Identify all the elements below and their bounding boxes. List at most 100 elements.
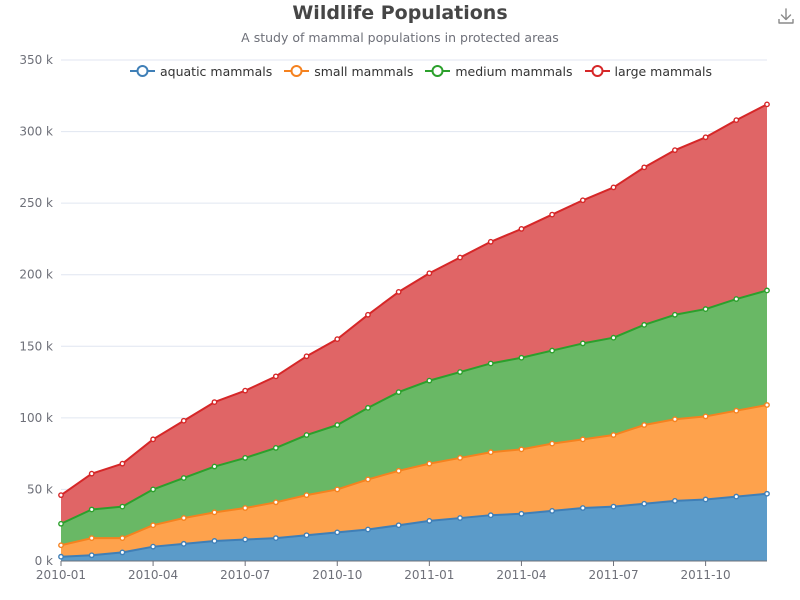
point-medium-mammals[interactable]	[211, 463, 218, 470]
point-aquatic-mammals[interactable]	[211, 538, 218, 544]
point-small-mammals[interactable]	[457, 455, 463, 461]
legend-item-large-mammals[interactable]: large mammals	[584, 64, 712, 79]
point-large-mammals[interactable]	[303, 353, 310, 360]
point-aquatic-mammals[interactable]	[579, 505, 586, 511]
point-small-mammals[interactable]	[641, 422, 648, 428]
point-large-mammals[interactable]	[58, 492, 64, 499]
point-medium-mammals[interactable]	[549, 347, 556, 354]
point-medium-mammals[interactable]	[672, 311, 678, 318]
point-large-mammals[interactable]	[579, 197, 586, 204]
point-aquatic-mammals[interactable]	[672, 497, 678, 504]
point-large-mammals[interactable]	[641, 164, 648, 171]
point-medium-mammals[interactable]	[303, 432, 310, 438]
point-aquatic-mammals[interactable]	[180, 540, 187, 547]
point-small-mammals[interactable]	[242, 505, 249, 511]
area-aquatic-mammals[interactable]	[61, 493, 767, 561]
point-aquatic-mammals[interactable]	[610, 503, 617, 510]
point-aquatic-mammals[interactable]	[641, 500, 648, 507]
point-large-mammals[interactable]	[702, 134, 709, 141]
point-medium-mammals[interactable]	[242, 455, 249, 461]
point-small-mammals[interactable]	[672, 416, 678, 423]
point-medium-mammals[interactable]	[487, 360, 494, 367]
point-aquatic-mammals[interactable]	[58, 553, 64, 560]
download-icon[interactable]	[776, 6, 796, 26]
point-large-mammals[interactable]	[672, 147, 678, 154]
point-aquatic-mammals[interactable]	[119, 549, 126, 556]
point-large-mammals[interactable]	[180, 417, 187, 424]
point-aquatic-mammals[interactable]	[457, 515, 463, 521]
point-small-mammals[interactable]	[395, 467, 402, 474]
point-aquatic-mammals[interactable]	[272, 535, 279, 541]
point-aquatic-mammals[interactable]	[702, 496, 709, 503]
point-small-mammals[interactable]	[303, 492, 310, 499]
area-large-mammals[interactable]	[61, 104, 767, 524]
point-large-mammals[interactable]	[610, 184, 617, 191]
point-medium-mammals[interactable]	[272, 445, 279, 451]
point-medium-mammals[interactable]	[365, 404, 371, 411]
point-aquatic-mammals[interactable]	[518, 510, 525, 517]
point-large-mammals[interactable]	[272, 373, 279, 380]
point-medium-mammals[interactable]	[457, 369, 463, 375]
point-small-mammals[interactable]	[58, 542, 64, 549]
point-small-mammals[interactable]	[88, 535, 95, 541]
point-small-mammals[interactable]	[150, 522, 156, 529]
point-small-mammals[interactable]	[272, 499, 279, 506]
point-medium-mammals[interactable]	[518, 354, 525, 361]
point-aquatic-mammals[interactable]	[365, 526, 371, 533]
point-large-mammals[interactable]	[88, 470, 95, 477]
point-small-mammals[interactable]	[702, 413, 709, 420]
point-large-mammals[interactable]	[549, 211, 556, 218]
point-large-mammals[interactable]	[395, 288, 402, 295]
point-aquatic-mammals[interactable]	[242, 536, 249, 543]
legend-item-aquatic-mammals[interactable]: aquatic mammals	[130, 64, 272, 79]
point-small-mammals[interactable]	[579, 436, 586, 443]
point-small-mammals[interactable]	[764, 402, 770, 408]
point-large-mammals[interactable]	[764, 101, 770, 108]
point-medium-mammals[interactable]	[58, 520, 64, 527]
point-aquatic-mammals[interactable]	[395, 522, 402, 529]
legend-item-medium-mammals[interactable]: medium mammals	[425, 64, 573, 79]
point-small-mammals[interactable]	[180, 515, 187, 521]
point-small-mammals[interactable]	[426, 460, 433, 467]
point-medium-mammals[interactable]	[395, 389, 402, 395]
point-large-mammals[interactable]	[733, 117, 740, 124]
point-aquatic-mammals[interactable]	[150, 543, 156, 550]
point-medium-mammals[interactable]	[702, 306, 709, 312]
point-small-mammals[interactable]	[334, 486, 341, 493]
point-large-mammals[interactable]	[211, 399, 218, 406]
point-small-mammals[interactable]	[211, 509, 218, 516]
point-aquatic-mammals[interactable]	[303, 532, 310, 539]
point-large-mammals[interactable]	[150, 436, 156, 443]
point-medium-mammals[interactable]	[334, 422, 341, 428]
point-small-mammals[interactable]	[518, 446, 525, 453]
point-medium-mammals[interactable]	[764, 287, 770, 294]
point-medium-mammals[interactable]	[610, 334, 617, 341]
area-small-mammals[interactable]	[61, 404, 767, 557]
area-medium-mammals[interactable]	[61, 290, 767, 546]
point-large-mammals[interactable]	[457, 254, 463, 261]
point-large-mammals[interactable]	[518, 226, 525, 232]
legend-item-small-mammals[interactable]: small mammals	[284, 64, 413, 79]
point-small-mammals[interactable]	[365, 476, 371, 483]
point-medium-mammals[interactable]	[641, 321, 648, 328]
point-aquatic-mammals[interactable]	[733, 493, 740, 500]
point-medium-mammals[interactable]	[150, 486, 156, 493]
point-aquatic-mammals[interactable]	[549, 507, 556, 514]
point-large-mammals[interactable]	[487, 238, 494, 245]
point-medium-mammals[interactable]	[579, 340, 586, 347]
point-aquatic-mammals[interactable]	[764, 490, 770, 497]
point-small-mammals[interactable]	[119, 535, 126, 541]
point-medium-mammals[interactable]	[180, 475, 187, 481]
point-medium-mammals[interactable]	[733, 296, 740, 302]
point-small-mammals[interactable]	[610, 432, 617, 438]
point-aquatic-mammals[interactable]	[88, 552, 95, 559]
point-large-mammals[interactable]	[119, 460, 126, 467]
point-medium-mammals[interactable]	[426, 377, 433, 384]
point-aquatic-mammals[interactable]	[334, 529, 341, 536]
point-aquatic-mammals[interactable]	[426, 518, 433, 524]
point-small-mammals[interactable]	[733, 407, 740, 414]
point-medium-mammals[interactable]	[88, 506, 95, 513]
point-medium-mammals[interactable]	[119, 503, 126, 510]
point-aquatic-mammals[interactable]	[487, 512, 494, 519]
point-large-mammals[interactable]	[426, 270, 433, 277]
